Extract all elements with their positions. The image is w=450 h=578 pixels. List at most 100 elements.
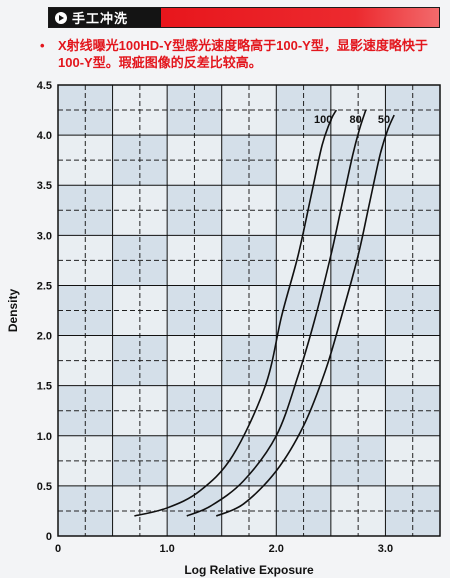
plot-band	[139, 285, 168, 311]
plot-band	[412, 360, 440, 386]
plot-band	[58, 235, 86, 261]
plot-band	[221, 510, 249, 536]
plot-band	[58, 435, 86, 461]
plot-band	[276, 160, 304, 186]
series-line-100	[134, 109, 338, 517]
plot-band	[358, 510, 386, 536]
y-tick-label: 2.5	[37, 280, 52, 292]
plot-band	[139, 185, 168, 211]
y-tick-label: 1.0	[37, 431, 52, 443]
y-tick-label: 0	[46, 531, 52, 543]
plot-band	[221, 110, 249, 136]
plot-band	[249, 285, 277, 311]
plot-band	[85, 160, 113, 186]
x-tick-label: 1.0	[159, 543, 174, 555]
plot-band	[385, 460, 413, 486]
plot-band	[249, 210, 277, 236]
plot-band	[85, 360, 113, 386]
plot-band	[358, 385, 386, 411]
plot-band	[358, 210, 386, 236]
plot-band	[139, 385, 168, 411]
plot-band	[167, 360, 195, 386]
plot-band	[249, 510, 277, 536]
plot-band	[330, 410, 359, 436]
plot-band	[358, 285, 386, 311]
plot-band	[194, 235, 222, 261]
plot-band	[249, 310, 277, 336]
plot-band	[85, 135, 113, 161]
plot-band	[112, 385, 140, 411]
plot-band	[303, 135, 331, 161]
plot-band	[249, 185, 277, 211]
plot-band	[221, 85, 249, 111]
plot-band	[385, 135, 413, 161]
plot-band	[358, 85, 386, 111]
plot-band	[330, 310, 359, 336]
plot-band	[112, 285, 140, 311]
plot-band	[249, 110, 277, 136]
plot-band	[194, 135, 222, 161]
plot-band	[139, 210, 168, 236]
plot-band	[194, 335, 222, 361]
plot-band	[58, 335, 86, 361]
series-line-80	[186, 109, 367, 517]
plot-band	[303, 335, 331, 361]
plot-band	[139, 310, 168, 336]
plot-band	[221, 310, 249, 336]
plot-band	[167, 335, 195, 361]
plot-band	[139, 485, 168, 511]
plot-band	[249, 385, 277, 411]
plot-band	[167, 460, 195, 486]
plot-band	[330, 85, 359, 111]
x-axis-label: Log Relative Exposure	[184, 563, 314, 577]
y-tick-label: 3.0	[37, 230, 52, 242]
plot-band	[139, 510, 168, 536]
x-tick-label: 2.0	[269, 543, 284, 555]
plot-band	[221, 285, 249, 311]
plot-band	[358, 410, 386, 436]
y-tick-label: 2.0	[37, 331, 52, 343]
header-title: 手工冲洗	[72, 11, 129, 26]
plot-band	[221, 210, 249, 236]
plot-band	[194, 260, 222, 286]
plot-band	[221, 410, 249, 436]
y-tick-label: 1.5	[37, 381, 52, 393]
series-line-50	[215, 114, 395, 517]
plot-band	[276, 235, 304, 261]
plot-band	[385, 160, 413, 186]
plot-band	[85, 235, 113, 261]
plot-band	[221, 185, 249, 211]
plot-band	[276, 335, 304, 361]
plot-band	[249, 485, 277, 511]
plot-band	[303, 360, 331, 386]
plot-band	[194, 160, 222, 186]
section-header: 手工冲洗	[48, 7, 440, 28]
header-title-block: 手工冲洗	[49, 8, 161, 27]
plot-band	[85, 460, 113, 486]
plot-band	[330, 385, 359, 411]
plot-band	[58, 160, 86, 186]
plot-band	[112, 510, 140, 536]
play-icon	[55, 11, 67, 24]
x-tick-label: 0	[55, 543, 61, 555]
plot-band	[58, 460, 86, 486]
bullet-mark: •	[40, 38, 45, 53]
plot-band	[330, 110, 359, 136]
plot-band	[139, 110, 168, 136]
plot-band	[167, 160, 195, 186]
series-label-100: 100	[314, 114, 332, 126]
plot-band	[303, 460, 331, 486]
plot-band	[412, 335, 440, 361]
y-tick-label: 0.5	[37, 481, 52, 493]
plot-band	[385, 260, 413, 286]
plot-band	[412, 435, 440, 461]
plot-band	[112, 410, 140, 436]
plot-band	[276, 135, 304, 161]
plot-band	[249, 85, 277, 111]
plot-band	[85, 435, 113, 461]
plot-band	[112, 110, 140, 136]
plot-band	[358, 485, 386, 511]
plot-band	[412, 160, 440, 186]
plot-band	[221, 385, 249, 411]
